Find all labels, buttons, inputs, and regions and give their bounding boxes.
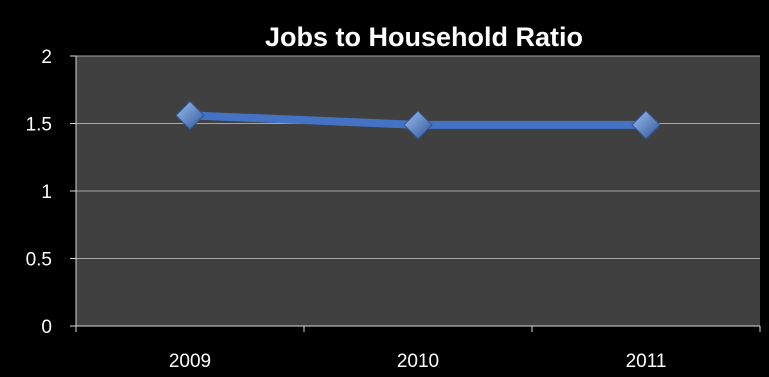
- y-tick-label: 1: [41, 182, 52, 203]
- data-point-marker: [631, 110, 661, 140]
- y-tick-label: 2: [41, 47, 52, 68]
- y-tick-label: 0: [41, 317, 52, 338]
- x-tick-label: 2011: [626, 351, 667, 372]
- series-markers: [175, 100, 661, 140]
- axes: [75, 56, 761, 332]
- x-tick-label: 2010: [397, 351, 439, 372]
- x-axis-tick-labels: 2009 2010 2011: [169, 351, 667, 372]
- data-point-marker: [175, 100, 205, 131]
- y-axis-tick-labels: 0 0.5 1 1.5 2: [26, 47, 52, 338]
- chart-title: Jobs to Household Ratio: [265, 22, 583, 52]
- y-tick-label: 1.5: [26, 115, 52, 136]
- y-tick-label: 0.5: [26, 250, 52, 271]
- x-tick-label: 2009: [169, 351, 211, 372]
- data-point-marker: [403, 110, 433, 140]
